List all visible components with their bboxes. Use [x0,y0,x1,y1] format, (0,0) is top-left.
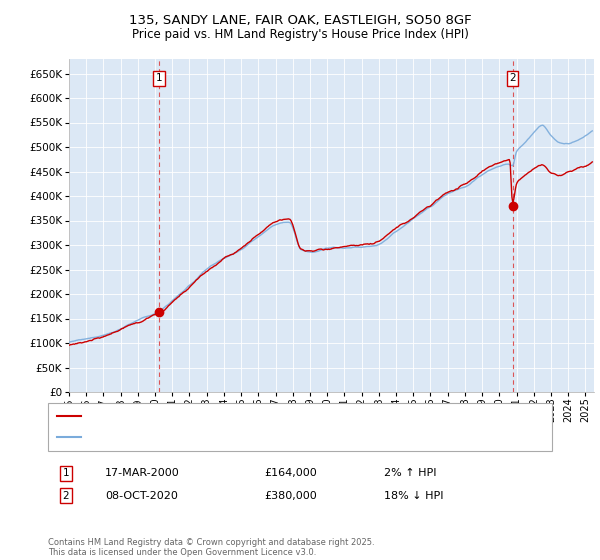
Text: £380,000: £380,000 [264,491,317,501]
Text: 2: 2 [62,491,70,501]
Text: Price paid vs. HM Land Registry's House Price Index (HPI): Price paid vs. HM Land Registry's House … [131,28,469,41]
Text: 1: 1 [155,73,162,83]
Text: 17-MAR-2000: 17-MAR-2000 [105,468,180,478]
Text: 1: 1 [62,468,70,478]
Text: 135, SANDY LANE, FAIR OAK, EASTLEIGH, SO50 8GF: 135, SANDY LANE, FAIR OAK, EASTLEIGH, SO… [128,14,472,27]
Text: 2: 2 [509,73,516,83]
Text: 18% ↓ HPI: 18% ↓ HPI [384,491,443,501]
Text: 08-OCT-2020: 08-OCT-2020 [105,491,178,501]
Text: 2% ↑ HPI: 2% ↑ HPI [384,468,437,478]
Text: 135, SANDY LANE, FAIR OAK, EASTLEIGH, SO50 8GF (detached house): 135, SANDY LANE, FAIR OAK, EASTLEIGH, SO… [84,411,448,421]
Text: HPI: Average price, detached house, Eastleigh: HPI: Average price, detached house, East… [84,432,325,442]
Text: Contains HM Land Registry data © Crown copyright and database right 2025.
This d: Contains HM Land Registry data © Crown c… [48,538,374,557]
Text: £164,000: £164,000 [264,468,317,478]
